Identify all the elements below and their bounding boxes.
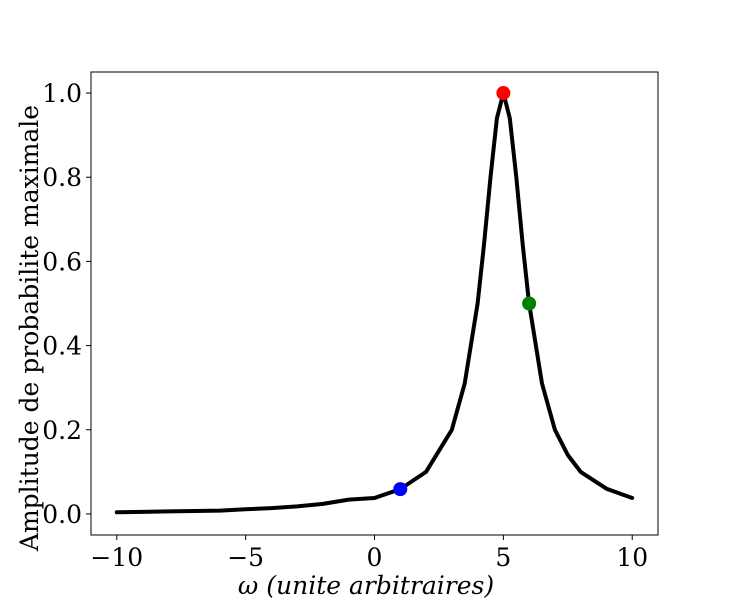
- y-tick-label: 0.6: [42, 247, 82, 276]
- series-line: [114, 91, 635, 515]
- plot-frame: [90, 71, 659, 536]
- data-point-marker: [496, 86, 511, 101]
- x-tick-label: −5: [227, 543, 264, 572]
- y-tick-label: 0.8: [42, 163, 82, 192]
- y-tick-label: 0.2: [42, 416, 82, 445]
- x-tick-label: 10: [616, 543, 648, 572]
- y-axis-label: Amplitude de probabilite maximale: [15, 105, 44, 552]
- y-tick-label: 0.0: [42, 500, 82, 529]
- marker-layer: [393, 86, 537, 497]
- y-tick-label: 0.4: [42, 332, 82, 361]
- x-axis-label: ω (unite arbitraires): [238, 571, 494, 600]
- x-tick-label: 0: [367, 543, 383, 572]
- y-tick-label: 1.0: [42, 79, 82, 108]
- curve-layer: [114, 91, 635, 515]
- x-tick-label: 5: [495, 543, 511, 572]
- data-point-marker: [393, 482, 408, 497]
- ticks: −10 −5 0 5 10 0.0 0.2 0.4 0.6 0.8 1.0: [42, 79, 648, 572]
- x-tick-label: −10: [90, 543, 143, 572]
- data-point-marker: [522, 296, 537, 311]
